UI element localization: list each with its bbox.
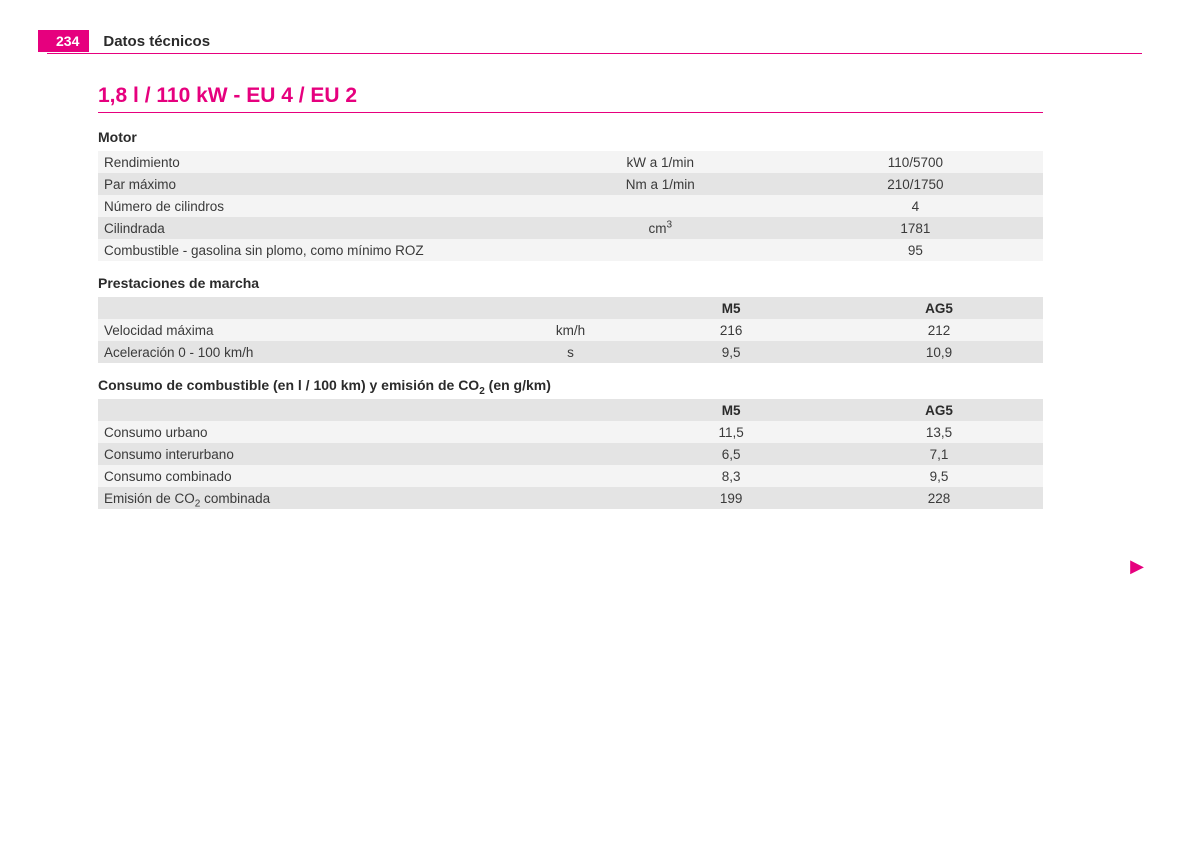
- heading-text: Consumo de combustible (en l / 100 km) y…: [98, 377, 479, 393]
- col-header: M5: [627, 399, 835, 421]
- row-value: 7,1: [835, 443, 1043, 465]
- row-value: 4: [788, 195, 1043, 217]
- page-number-badge: 234: [38, 30, 89, 52]
- page-header: 234 Datos técnicos: [56, 26, 1144, 52]
- consumo-table: M5 AG5 Consumo urbano11,513,5Consumo int…: [98, 399, 1043, 509]
- row-label: Número de cilindros: [98, 195, 533, 217]
- row-value: 212: [835, 319, 1043, 341]
- table-row: Consumo urbano11,513,5: [98, 421, 1043, 443]
- title-rule: [98, 112, 1043, 113]
- row-label: Aceleración 0 - 100 km/h: [98, 341, 514, 363]
- row-label: Combustible - gasolina sin plomo, como m…: [98, 239, 533, 261]
- row-value: 216: [627, 319, 835, 341]
- row-value: 9,5: [627, 341, 835, 363]
- row-label: Cilindrada: [98, 217, 533, 239]
- row-value: 1781: [788, 217, 1043, 239]
- row-value: 9,5: [835, 465, 1043, 487]
- col-header: AG5: [835, 297, 1043, 319]
- motor-heading: Motor: [98, 129, 1144, 145]
- row-value: 13,5: [835, 421, 1043, 443]
- section-name: Datos técnicos: [103, 33, 210, 52]
- motor-table: RendimientokW a 1/min110/5700Par máximoN…: [98, 151, 1043, 261]
- row-unit: km/h: [514, 319, 627, 341]
- row-unit: cm3: [533, 217, 788, 239]
- row-unit: s: [514, 341, 627, 363]
- heading-text: (en g/km): [485, 377, 551, 393]
- page-title: 1,8 l / 110 kW - EU 4 / EU 2: [98, 84, 1144, 108]
- row-label: Consumo urbano: [98, 421, 627, 443]
- table-header-row: M5 AG5: [98, 297, 1043, 319]
- row-value: 11,5: [627, 421, 835, 443]
- row-value: 210/1750: [788, 173, 1043, 195]
- row-label: Rendimiento: [98, 151, 533, 173]
- table-row: RendimientokW a 1/min110/5700: [98, 151, 1043, 173]
- row-label: Consumo combinado: [98, 465, 627, 487]
- header-rule: [47, 53, 1142, 54]
- row-label: Par máximo: [98, 173, 533, 195]
- row-unit: kW a 1/min: [533, 151, 788, 173]
- row-value: 199: [627, 487, 835, 509]
- table-row: Cilindradacm31781: [98, 217, 1043, 239]
- table-row: Número de cilindros 4: [98, 195, 1043, 217]
- prestaciones-heading: Prestaciones de marcha: [98, 275, 1144, 291]
- row-value: 10,9: [835, 341, 1043, 363]
- row-label: Consumo interurbano: [98, 443, 627, 465]
- col-header: [98, 399, 627, 421]
- table-row: Aceleración 0 - 100 km/hs9,510,9: [98, 341, 1043, 363]
- row-value: 95: [788, 239, 1043, 261]
- table-row: Consumo interurbano6,57,1: [98, 443, 1043, 465]
- row-value: 6,5: [627, 443, 835, 465]
- table-row: Par máximoNm a 1/min210/1750: [98, 173, 1043, 195]
- row-unit: [533, 195, 788, 217]
- row-label: Velocidad máxima: [98, 319, 514, 341]
- row-unit: Nm a 1/min: [533, 173, 788, 195]
- row-label: Emisión de CO2 combinada: [98, 487, 627, 509]
- table-header-row: M5 AG5: [98, 399, 1043, 421]
- col-header: [98, 297, 514, 319]
- row-unit: [533, 239, 788, 261]
- table-row: Combustible - gasolina sin plomo, como m…: [98, 239, 1043, 261]
- row-value: 228: [835, 487, 1043, 509]
- col-header: [514, 297, 627, 319]
- table-row: Velocidad máximakm/h216212: [98, 319, 1043, 341]
- consumo-heading: Consumo de combustible (en l / 100 km) y…: [98, 377, 1144, 393]
- row-value: 110/5700: [788, 151, 1043, 173]
- col-header: AG5: [835, 399, 1043, 421]
- table-row: Consumo combinado8,39,5: [98, 465, 1043, 487]
- table-row: Emisión de CO2 combinada199228: [98, 487, 1043, 509]
- col-header: M5: [627, 297, 835, 319]
- prestaciones-table: M5 AG5 Velocidad máximakm/h216212Acelera…: [98, 297, 1043, 363]
- next-page-icon[interactable]: ▶: [1130, 556, 1144, 577]
- row-value: 8,3: [627, 465, 835, 487]
